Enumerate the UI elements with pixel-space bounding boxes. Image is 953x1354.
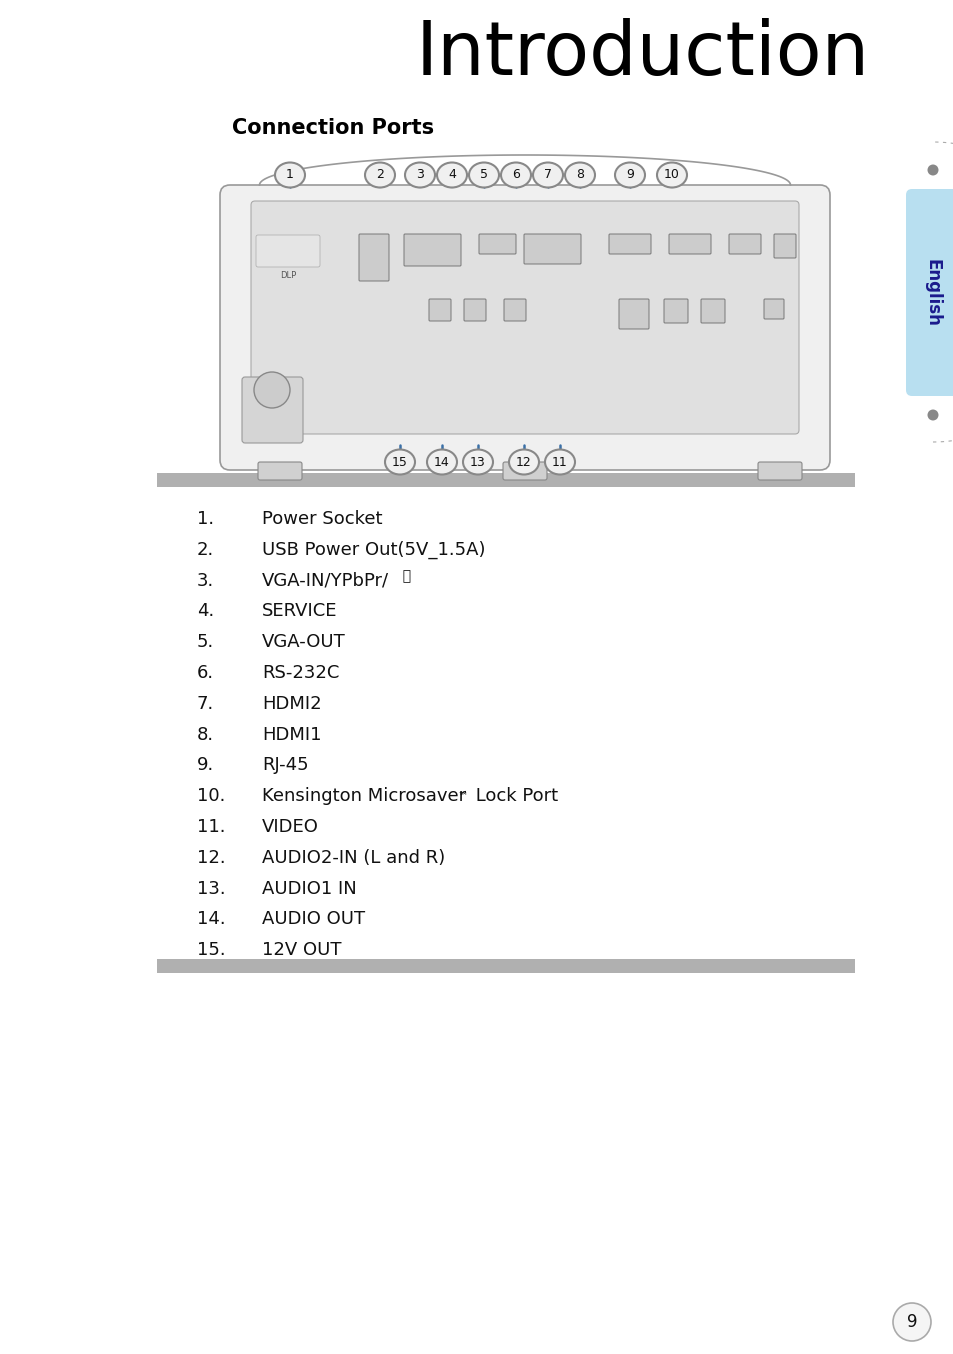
Text: 5.: 5. <box>196 634 214 651</box>
Text: 11: 11 <box>552 455 567 468</box>
Text: Introduction: Introduction <box>416 18 869 91</box>
Ellipse shape <box>564 162 595 187</box>
Text: Lock Port: Lock Port <box>470 787 558 806</box>
Text: SERVICE: SERVICE <box>262 603 337 620</box>
Text: 9: 9 <box>905 1313 916 1331</box>
Ellipse shape <box>365 162 395 187</box>
FancyBboxPatch shape <box>773 234 795 259</box>
Text: HDMI2: HDMI2 <box>262 695 321 712</box>
Ellipse shape <box>405 162 435 187</box>
FancyBboxPatch shape <box>700 299 724 324</box>
FancyBboxPatch shape <box>358 234 389 282</box>
Ellipse shape <box>274 162 305 187</box>
Text: 7: 7 <box>543 168 552 181</box>
Text: Connection Ports: Connection Ports <box>232 118 434 138</box>
Text: 14.: 14. <box>196 910 226 929</box>
Text: AUDIO1 IN: AUDIO1 IN <box>262 880 356 898</box>
Text: 9.: 9. <box>196 757 214 774</box>
Text: AUDIO OUT: AUDIO OUT <box>262 910 365 929</box>
Ellipse shape <box>500 162 531 187</box>
Text: 4.: 4. <box>196 603 214 620</box>
Text: 12V OUT: 12V OUT <box>262 941 341 959</box>
Ellipse shape <box>657 162 686 187</box>
Circle shape <box>926 164 938 176</box>
Text: DLP: DLP <box>279 271 295 279</box>
Ellipse shape <box>469 162 498 187</box>
FancyBboxPatch shape <box>502 462 546 481</box>
Circle shape <box>253 372 290 408</box>
FancyBboxPatch shape <box>403 234 460 265</box>
Text: 7.: 7. <box>196 695 214 712</box>
Ellipse shape <box>427 450 456 474</box>
FancyBboxPatch shape <box>905 190 953 395</box>
Text: 5: 5 <box>479 168 488 181</box>
Text: 8.: 8. <box>196 726 213 743</box>
FancyBboxPatch shape <box>255 236 319 267</box>
Text: 15.: 15. <box>196 941 226 959</box>
Text: 13.: 13. <box>196 880 226 898</box>
Text: 12: 12 <box>516 455 532 468</box>
Ellipse shape <box>385 450 415 474</box>
Text: English: English <box>923 259 941 326</box>
Text: 3: 3 <box>416 168 423 181</box>
FancyBboxPatch shape <box>503 299 525 321</box>
Text: USB Power Out(5V_1.5A): USB Power Out(5V_1.5A) <box>262 540 485 559</box>
FancyBboxPatch shape <box>663 299 687 324</box>
FancyBboxPatch shape <box>257 462 302 481</box>
Text: 12.: 12. <box>196 849 226 867</box>
FancyBboxPatch shape <box>242 376 303 443</box>
Ellipse shape <box>544 450 575 474</box>
Text: 1: 1 <box>286 168 294 181</box>
FancyBboxPatch shape <box>463 299 485 321</box>
FancyBboxPatch shape <box>758 462 801 481</box>
FancyBboxPatch shape <box>251 200 799 435</box>
FancyBboxPatch shape <box>728 234 760 255</box>
FancyBboxPatch shape <box>668 234 710 255</box>
Text: 10.: 10. <box>196 787 225 806</box>
Text: 10: 10 <box>663 168 679 181</box>
Text: 2.: 2. <box>196 540 214 559</box>
Text: 6: 6 <box>512 168 519 181</box>
Text: VIDEO: VIDEO <box>262 818 318 835</box>
Text: ™: ™ <box>457 791 468 800</box>
Text: 1.: 1. <box>196 510 213 528</box>
Text: AUDIO2-IN (L and R): AUDIO2-IN (L and R) <box>262 849 445 867</box>
Text: 8: 8 <box>576 168 583 181</box>
Text: 3.: 3. <box>196 571 214 589</box>
Text: RJ-45: RJ-45 <box>262 757 309 774</box>
Circle shape <box>926 409 938 421</box>
Bar <box>157 473 854 487</box>
Ellipse shape <box>533 162 562 187</box>
Bar <box>157 959 854 974</box>
FancyBboxPatch shape <box>523 234 580 264</box>
Text: RS-232C: RS-232C <box>262 663 339 682</box>
Text: 15: 15 <box>392 455 408 468</box>
FancyBboxPatch shape <box>478 234 516 255</box>
Text: Power Socket: Power Socket <box>262 510 382 528</box>
Text: 13: 13 <box>470 455 485 468</box>
Text: VGA-OUT: VGA-OUT <box>262 634 345 651</box>
Ellipse shape <box>509 450 538 474</box>
Text: 4: 4 <box>448 168 456 181</box>
Text: 2: 2 <box>375 168 383 181</box>
Ellipse shape <box>462 450 493 474</box>
Text: HDMI1: HDMI1 <box>262 726 321 743</box>
Text: 9: 9 <box>625 168 634 181</box>
Text: Kensington Microsaver: Kensington Microsaver <box>262 787 466 806</box>
Text: Ⓘ: Ⓘ <box>394 570 411 584</box>
Ellipse shape <box>436 162 467 187</box>
Circle shape <box>892 1303 930 1340</box>
FancyBboxPatch shape <box>429 299 451 321</box>
FancyBboxPatch shape <box>618 299 648 329</box>
FancyBboxPatch shape <box>608 234 650 255</box>
Text: 6.: 6. <box>196 663 213 682</box>
Text: 11.: 11. <box>196 818 225 835</box>
Text: 14: 14 <box>434 455 450 468</box>
Text: VGA-IN/YPbPr/: VGA-IN/YPbPr/ <box>262 571 389 589</box>
FancyBboxPatch shape <box>220 185 829 470</box>
Ellipse shape <box>615 162 644 187</box>
FancyBboxPatch shape <box>763 299 783 320</box>
